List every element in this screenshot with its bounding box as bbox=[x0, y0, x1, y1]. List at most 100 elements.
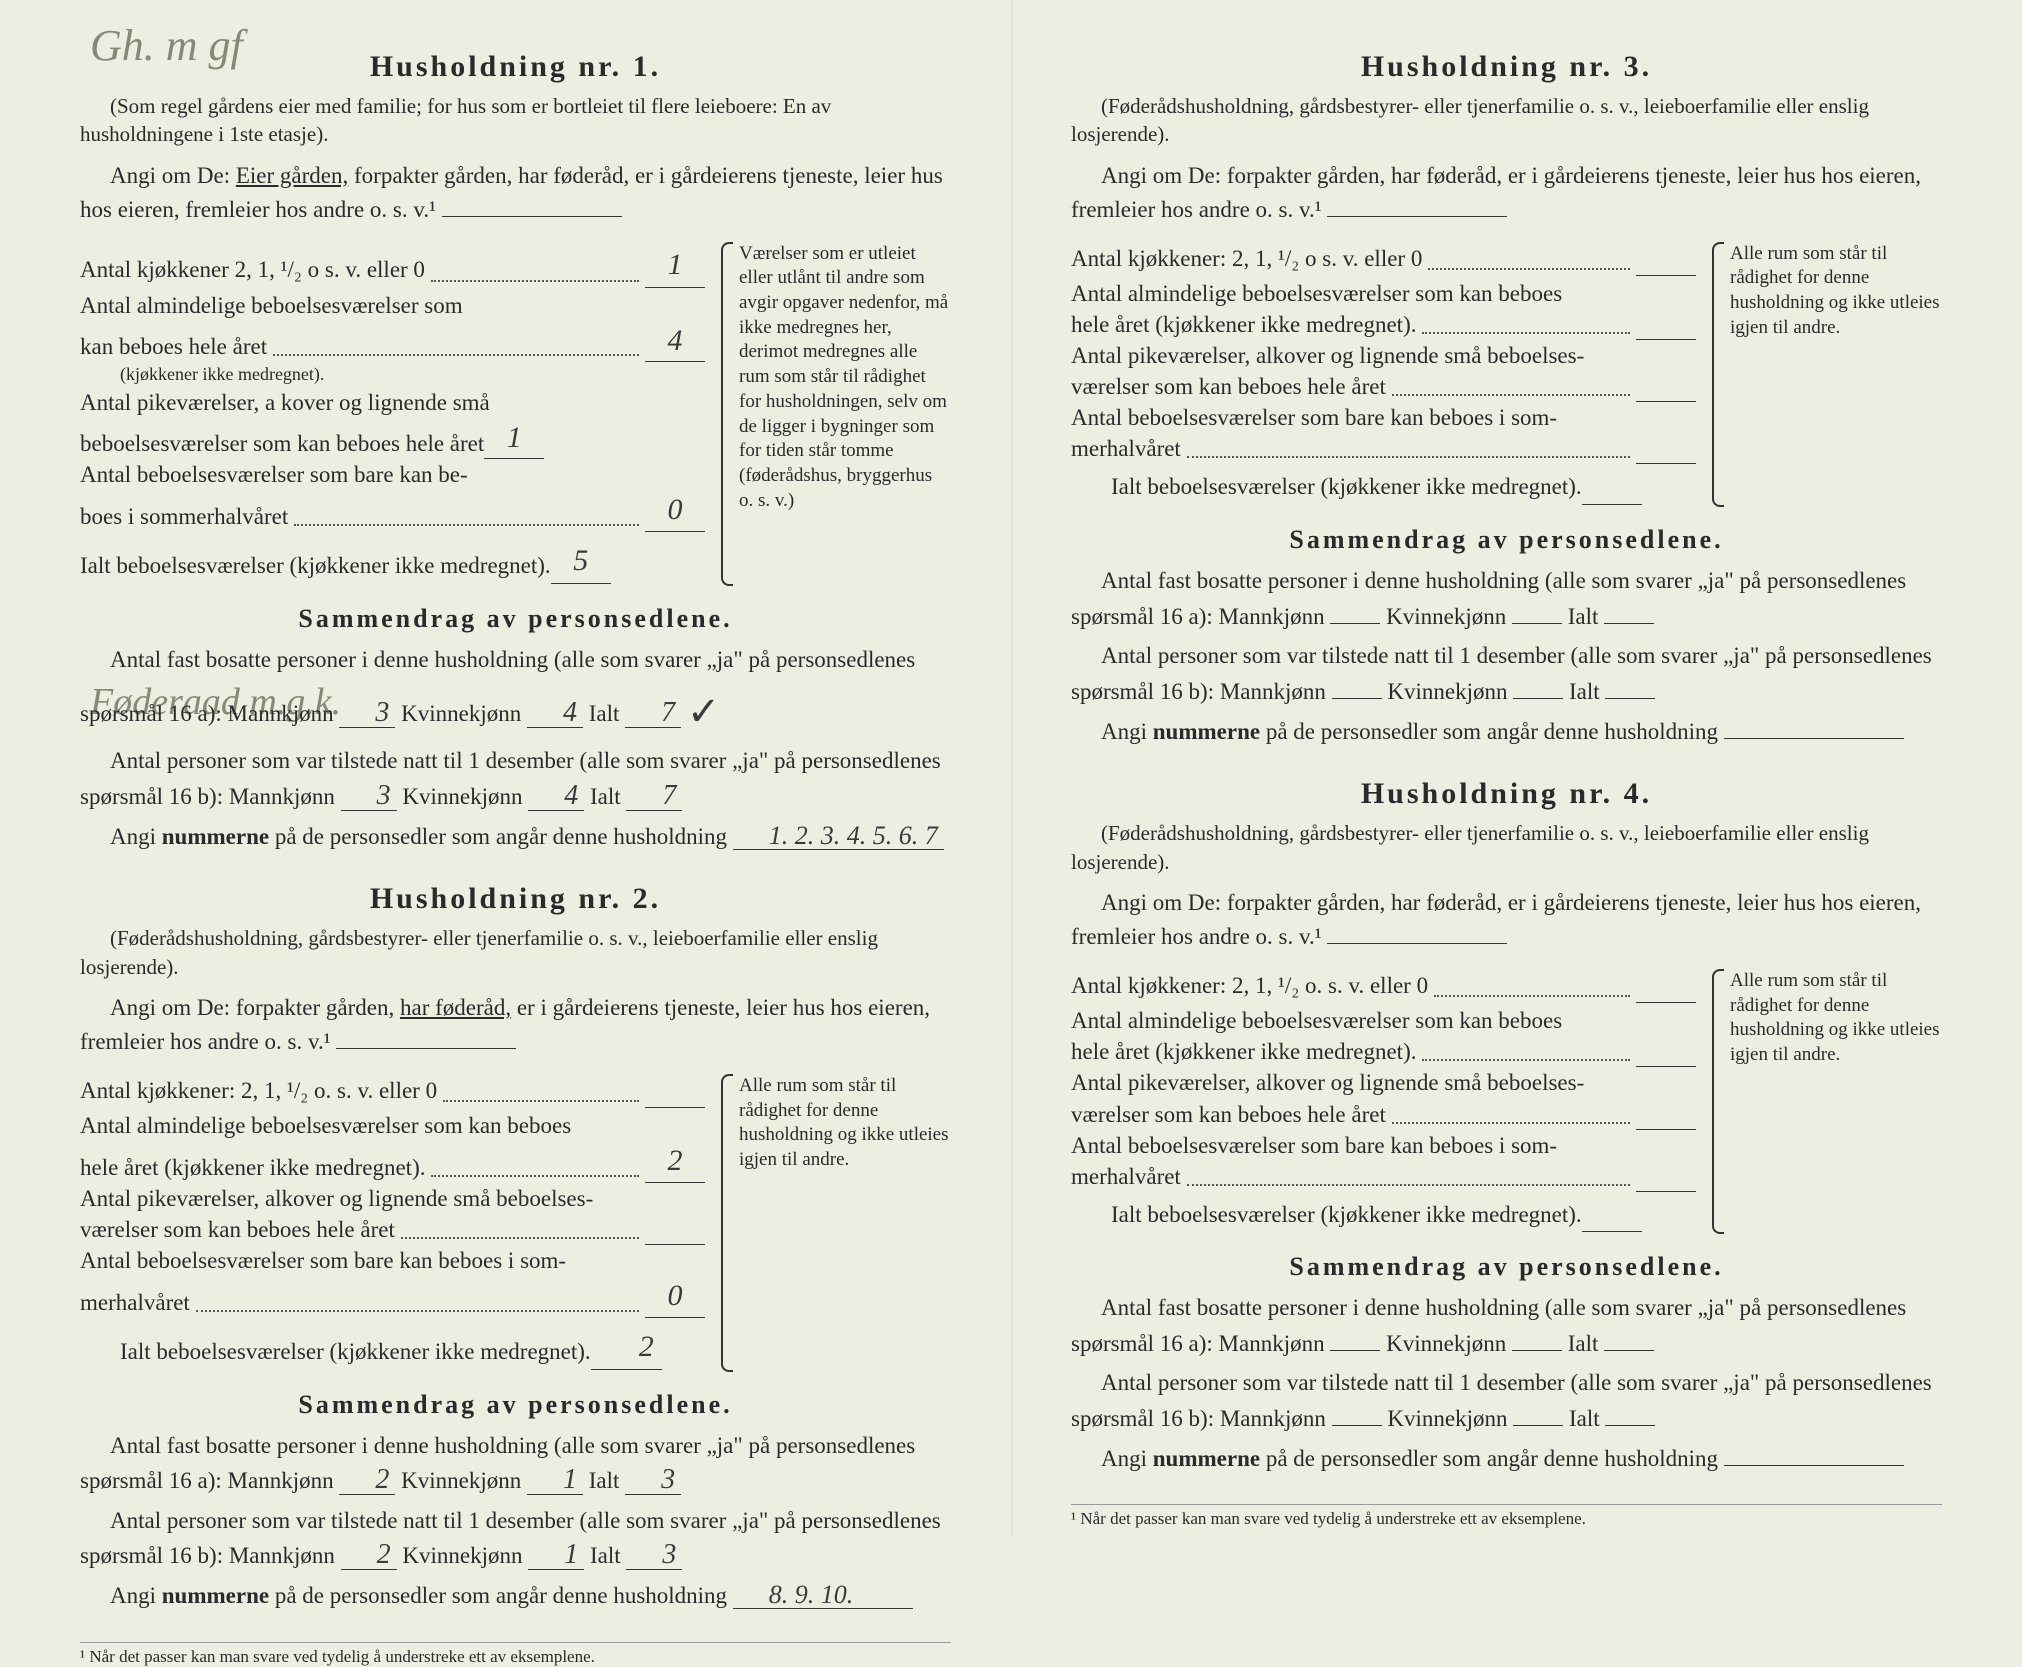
household-1-angi: Angi om De: Eier gården, forpakter gårde… bbox=[80, 159, 951, 228]
household-3: Husholdning nr. 3. (Føderådshusholdning,… bbox=[1071, 50, 1942, 749]
summer-label-l2-4: merhalvåret bbox=[1071, 1161, 1181, 1192]
angi-underlined-2: har føderåd, bbox=[400, 995, 511, 1020]
summary-p1-1: Antal fast bosatte personer i denne hush… bbox=[80, 642, 951, 740]
household-2-angi: Angi om De: forpakter gården, har føderå… bbox=[80, 991, 951, 1060]
household-3-subtitle: (Føderådshusholdning, gårdsbestyrer- ell… bbox=[1071, 92, 1942, 149]
p1-m: 3 bbox=[339, 699, 395, 728]
kitchens-label: Antal kjøkkener 2, 1, ¹/₂ o s. v. eller … bbox=[80, 253, 425, 288]
total-value-3 bbox=[1582, 504, 1642, 505]
kitchens-value: 1 bbox=[645, 242, 705, 288]
summer-label-l1-4: Antal beboelsesværelser som bare kan beb… bbox=[1071, 1130, 1696, 1161]
left-page: Husholdning nr. 1. (Som regel gårdens ei… bbox=[0, 0, 1011, 1536]
household-1-title: Husholdning nr. 1. bbox=[80, 50, 951, 84]
angi-value-field bbox=[442, 216, 622, 217]
living-label-l1-4: Antal almindelige beboelsesværelser som … bbox=[1071, 1005, 1696, 1036]
p1-ialt-4 bbox=[1604, 1350, 1654, 1351]
summer-label-l1: Antal beboelsesværelser som bare kan be- bbox=[80, 459, 705, 490]
p2-kv-3 bbox=[1513, 698, 1563, 699]
total-label: Ialt beboelsesværelser (kjøkkener ikke m… bbox=[80, 549, 551, 584]
p2-m-3 bbox=[1332, 698, 1382, 699]
p2-ialt: 7 bbox=[626, 782, 682, 811]
angi-value-field-2 bbox=[336, 1048, 516, 1049]
maid-label-l2-3: værelser som kan beboes hele året bbox=[1071, 371, 1386, 402]
side-note-2: Alle rum som står til rådighet for denne… bbox=[721, 1074, 951, 1372]
p1-ialt: 7 bbox=[625, 699, 681, 728]
maid-label-l1: Antal pikeværelser, a kover og lignende … bbox=[80, 387, 705, 418]
summary-p3-2: Angi nummerne på de personsedler som ang… bbox=[80, 1578, 951, 1614]
p2-ialt-2: 3 bbox=[626, 1541, 682, 1570]
p2-m-2: 2 bbox=[341, 1541, 397, 1570]
summer-value-3 bbox=[1636, 463, 1696, 464]
household-2-title: Husholdning nr. 2. bbox=[80, 882, 951, 916]
kitchens-label-3: Antal kjøkkener: 2, 1, ¹/₂ o s. v. eller… bbox=[1071, 242, 1422, 277]
p3-value: 1. 2. 3. 4. 5. 6. 7 bbox=[733, 823, 944, 850]
p2-m-4 bbox=[1332, 1425, 1382, 1426]
household-4: Husholdning nr. 4. (Føderådshusholdning,… bbox=[1071, 777, 1942, 1476]
maid-value: 1 bbox=[484, 418, 544, 460]
total-value-4 bbox=[1582, 1231, 1642, 1232]
p2-kv-4 bbox=[1513, 1425, 1563, 1426]
household-1: Husholdning nr. 1. (Som regel gårdens ei… bbox=[80, 50, 951, 854]
summary-p1-3: Antal fast bosatte personer i denne hush… bbox=[1071, 563, 1942, 634]
p1-kv-3 bbox=[1512, 623, 1562, 624]
p1-m-4 bbox=[1330, 1350, 1380, 1351]
household-3-title: Husholdning nr. 3. bbox=[1071, 50, 1942, 84]
angi-value-field-3 bbox=[1327, 216, 1507, 217]
total-label-3: Ialt beboelsesværelser (kjøkkener ikke m… bbox=[1071, 470, 1582, 505]
side-note-3: Alle rum som står til rådighet for denne… bbox=[1712, 242, 1942, 507]
living-label-l2-2: hele året (kjøkkener ikke medregnet). bbox=[80, 1152, 425, 1183]
p1-kv-2: 1 bbox=[527, 1466, 583, 1495]
side-note-4: Alle rum som står til rådighet for denne… bbox=[1712, 969, 1942, 1234]
living-value: 4 bbox=[645, 321, 705, 363]
angi-underlined: Eier gården, bbox=[236, 163, 348, 188]
summer-value-2: 0 bbox=[645, 1276, 705, 1318]
p1-m-3 bbox=[1330, 623, 1380, 624]
side-note-1: Værelser som er utleiet eller utlånt til… bbox=[721, 242, 951, 586]
living-label-l2-3: hele året (kjøkkener ikke medregnet). bbox=[1071, 309, 1416, 340]
household-4-subtitle: (Føderådshusholdning, gårdsbestyrer- ell… bbox=[1071, 819, 1942, 876]
summary-heading-3: Sammendrag av personsedlene. bbox=[1071, 525, 1942, 555]
household-1-subtitle: (Som regel gårdens eier med familie; for… bbox=[80, 92, 951, 149]
living-label-l1-2: Antal almindelige beboelsesværelser som … bbox=[80, 1110, 705, 1141]
household-4-angi: Angi om De: forpakter gården, har føderå… bbox=[1071, 886, 1942, 955]
summer-value-4 bbox=[1636, 1191, 1696, 1192]
p1-m-2: 2 bbox=[339, 1466, 395, 1495]
angi-value-field-4 bbox=[1327, 943, 1507, 944]
summer-label-l2-2: merhalvåret bbox=[80, 1287, 190, 1318]
kitchens-label-2: Antal kjøkkener: 2, 1, ¹/₂ o. s. v. elle… bbox=[80, 1074, 437, 1109]
p3-value-4 bbox=[1724, 1465, 1904, 1466]
p2-kv: 4 bbox=[528, 782, 584, 811]
summary-p2-3: Antal personer som var tilstede natt til… bbox=[1071, 638, 1942, 709]
p2-m: 3 bbox=[341, 782, 397, 811]
maid-label-l1-3: Antal pikeværelser, alkover og lignende … bbox=[1071, 340, 1696, 371]
living-label-l2: kan beboes hele året bbox=[80, 331, 267, 362]
living-value-2: 2 bbox=[645, 1141, 705, 1183]
kitchens-value-2 bbox=[645, 1107, 705, 1108]
p1-kv: 4 bbox=[527, 699, 583, 728]
living-label-l2-4: hele året (kjøkkener ikke medregnet). bbox=[1071, 1036, 1416, 1067]
summary-heading-1: Sammendrag av personsedlene. bbox=[80, 604, 951, 634]
summary-p3-4: Angi nummerne på de personsedler som ang… bbox=[1071, 1441, 1942, 1477]
living-note: (kjøkkener ikke medregnet). bbox=[80, 362, 705, 386]
summary-p1-2: Antal fast bosatte personer i denne hush… bbox=[80, 1428, 951, 1499]
p3-value-3 bbox=[1724, 738, 1904, 739]
p3-value-2: 8. 9. 10. bbox=[733, 1582, 913, 1609]
summer-value: 0 bbox=[645, 490, 705, 532]
p1-kv-4 bbox=[1512, 1350, 1562, 1351]
maid-label-l1-4: Antal pikeværelser, alkover og lignende … bbox=[1071, 1067, 1696, 1098]
footnote-right: ¹ Når det passer kan man svare ved tydel… bbox=[1071, 1504, 1942, 1529]
maid-value-2 bbox=[645, 1244, 705, 1245]
summary-p2-4: Antal personer som var tilstede natt til… bbox=[1071, 1365, 1942, 1436]
living-value-4 bbox=[1636, 1066, 1696, 1067]
summary-p1-4: Antal fast bosatte personer i denne hush… bbox=[1071, 1290, 1942, 1361]
maid-label-l1-2: Antal pikeværelser, alkover og lignende … bbox=[80, 1183, 705, 1214]
summer-label-l2: boes i sommerhalvåret bbox=[80, 501, 288, 532]
total-value-2: 2 bbox=[591, 1324, 662, 1370]
household-2-subtitle: (Føderådshusholdning, gårdsbestyrer- ell… bbox=[80, 924, 951, 981]
maid-label-l2-2: værelser som kan beboes hele året bbox=[80, 1214, 395, 1245]
right-page: Husholdning nr. 3. (Føderådshusholdning,… bbox=[1011, 0, 2022, 1536]
total-value: 5 bbox=[551, 538, 611, 584]
living-label-l1: Antal almindelige beboelsesværelser som bbox=[80, 290, 705, 321]
summer-label-l1-3: Antal beboelsesværelser som bare kan beb… bbox=[1071, 402, 1696, 433]
p1-ialt-2: 3 bbox=[625, 1466, 681, 1495]
